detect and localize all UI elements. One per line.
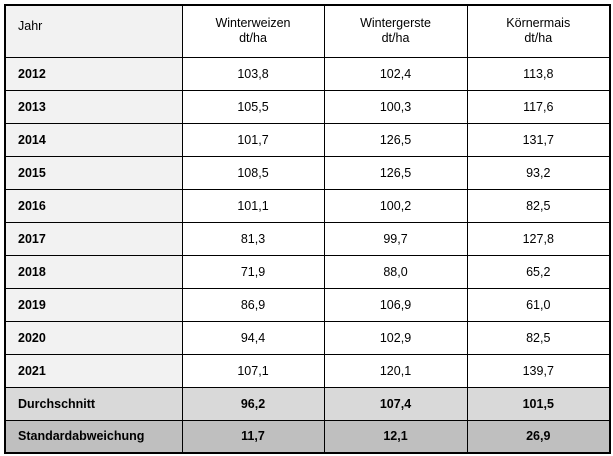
cell-wintergerste: 88,0 [323,254,468,289]
cell-koernermais: 131,7 [466,122,611,157]
column-header-wintergerste: Wintergerste dt/ha [323,4,468,58]
table-row-2019: 2019 86,9 106,9 61,0 [4,287,611,322]
row-label-average: Durchschnitt [4,386,183,421]
column-header-winterweizen: Winterweizen dt/ha [181,4,325,58]
cell-winterweizen: 86,9 [181,287,325,322]
cell-wintergerste: 102,9 [323,320,468,355]
cell-koernermais: 65,2 [466,254,611,289]
cell-koernermais: 127,8 [466,221,611,256]
cell-koernermais-average: 101,5 [466,386,611,421]
cell-winterweizen: 94,4 [181,320,325,355]
column-header-koernermais: Körnermais dt/ha [466,4,611,58]
crop-name-label: Winterweizen [215,16,291,31]
crop-name-label: Körnermais [506,16,571,31]
cell-winterweizen: 101,1 [181,188,325,223]
crop-yield-table: Jahr Winterweizen dt/ha Wintergerste dt/… [4,4,611,454]
cell-winterweizen-average: 96,2 [181,386,325,421]
row-label-year: 2020 [4,320,183,355]
row-label-year: 2017 [4,221,183,256]
row-label-year: 2016 [4,188,183,223]
table-row-2014: 2014 101,7 126,5 131,7 [4,122,611,157]
table-row-2018: 2018 71,9 88,0 65,2 [4,254,611,289]
cell-wintergerste: 126,5 [323,155,468,190]
row-label-year: 2014 [4,122,183,157]
cell-koernermais: 139,7 [466,353,611,388]
cell-wintergerste: 126,5 [323,122,468,157]
table-row-2013: 2013 105,5 100,3 117,6 [4,89,611,124]
table-row-2020: 2020 94,4 102,9 82,5 [4,320,611,355]
table-row-2016: 2016 101,1 100,2 82,5 [4,188,611,223]
crop-unit-label: dt/ha [381,31,410,46]
cell-koernermais: 117,6 [466,89,611,124]
crop-name-label: Wintergerste [360,16,431,31]
cell-winterweizen: 103,8 [181,56,325,91]
cell-winterweizen: 71,9 [181,254,325,289]
cell-wintergerste-average: 107,4 [323,386,468,421]
cell-winterweizen-stddev: 11,7 [181,419,325,454]
cell-winterweizen: 105,5 [181,89,325,124]
table-row-2012: 2012 103,8 102,4 113,8 [4,56,611,91]
row-label-year: 2019 [4,287,183,322]
crop-unit-label: dt/ha [239,31,267,46]
cell-koernermais: 82,5 [466,188,611,223]
row-label-year: 2021 [4,353,183,388]
table-row-2021: 2021 107,1 120,1 139,7 [4,353,611,388]
cell-wintergerste: 120,1 [323,353,468,388]
row-label-year: 2013 [4,89,183,124]
cell-koernermais: 93,2 [466,155,611,190]
cell-wintergerste: 99,7 [323,221,468,256]
table-row-standardabweichung: Standardabweichung 11,7 12,1 26,9 [4,419,611,454]
cell-wintergerste: 102,4 [323,56,468,91]
row-label-year: 2012 [4,56,183,91]
cell-winterweizen: 101,7 [181,122,325,157]
cell-winterweizen: 107,1 [181,353,325,388]
column-header-jahr: Jahr [4,4,183,58]
cell-koernermais-stddev: 26,9 [466,419,611,454]
cell-wintergerste: 100,3 [323,89,468,124]
cell-winterweizen: 108,5 [181,155,325,190]
cell-wintergerste: 106,9 [323,287,468,322]
table-row-durchschnitt: Durchschnitt 96,2 107,4 101,5 [4,386,611,421]
row-label-stddev: Standardabweichung [4,419,183,454]
cell-wintergerste: 100,2 [323,188,468,223]
crop-unit-label: dt/ha [524,31,553,46]
row-label-year: 2015 [4,155,183,190]
cell-koernermais: 113,8 [466,56,611,91]
row-label-year: 2018 [4,254,183,289]
cell-winterweizen: 81,3 [181,221,325,256]
cell-koernermais: 82,5 [466,320,611,355]
cell-wintergerste-stddev: 12,1 [323,419,468,454]
table-row-2015: 2015 108,5 126,5 93,2 [4,155,611,190]
header-row: Jahr Winterweizen dt/ha Wintergerste dt/… [4,4,611,58]
cell-koernermais: 61,0 [466,287,611,322]
table-row-2017: 2017 81,3 99,7 127,8 [4,221,611,256]
